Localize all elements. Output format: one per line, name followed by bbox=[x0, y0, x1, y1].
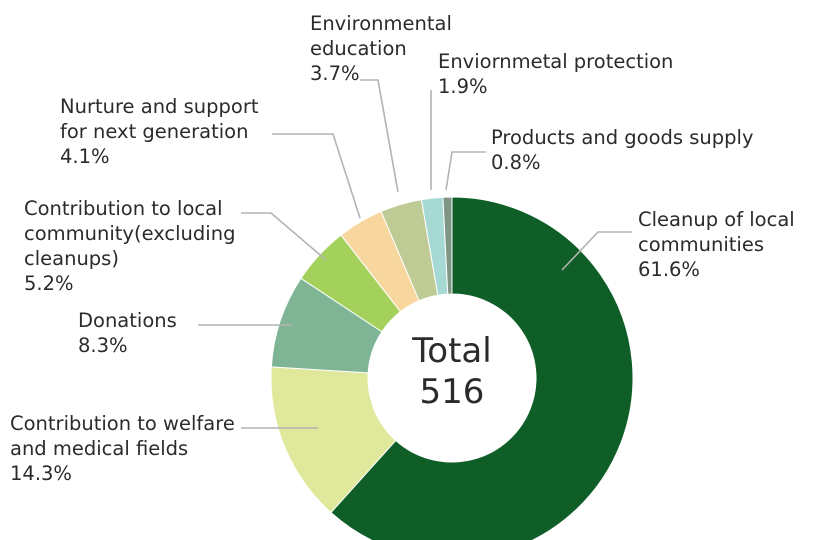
slice-percent-label: 4.1% bbox=[60, 145, 110, 168]
donut-slices bbox=[270, 196, 634, 540]
slice-percent-label: 14.3% bbox=[10, 462, 72, 485]
leader-line bbox=[272, 133, 361, 219]
pie-slice bbox=[442, 196, 453, 295]
slice-percent-label: 5.2% bbox=[24, 272, 74, 295]
slice-category-label: Environmental bbox=[310, 12, 452, 35]
slice-category-label: education bbox=[310, 37, 407, 60]
slice-percent-label: 8.3% bbox=[78, 334, 128, 357]
pie-slice bbox=[330, 196, 634, 540]
slice-category-label: communities bbox=[638, 233, 764, 256]
leader-line bbox=[241, 212, 327, 261]
slice-category-label: Contribution to local bbox=[24, 197, 223, 220]
slice-category-label: Nurture and support bbox=[60, 95, 259, 118]
center-total-value: 516 bbox=[420, 372, 485, 412]
slice-category-label: and medical fields bbox=[10, 437, 188, 460]
slice-category-label: Products and goods supply bbox=[491, 126, 754, 149]
slice-percent-label: 0.8% bbox=[491, 151, 541, 174]
leader-lines bbox=[198, 79, 632, 429]
slice-category-label: cleanups) bbox=[24, 247, 119, 270]
slice-category-label: for next generation bbox=[60, 120, 248, 143]
leader-line bbox=[360, 79, 399, 193]
leader-line bbox=[561, 231, 632, 271]
slice-category-label: Contribution to welfare bbox=[10, 412, 235, 435]
slice-percent-label: 3.7% bbox=[310, 62, 360, 85]
slice-category-label: community(excluding bbox=[24, 222, 235, 245]
slice-category-label: Donations bbox=[78, 309, 177, 332]
leader-line bbox=[445, 151, 486, 191]
center-total-label: Total bbox=[411, 331, 491, 371]
pie-slice bbox=[270, 366, 397, 514]
slice-category-label: Enviornmetal protection bbox=[438, 50, 673, 73]
slice-percent-label: 1.9% bbox=[438, 75, 488, 98]
slice-category-label: Cleanup of local bbox=[638, 208, 795, 231]
slice-percent-label: 61.6% bbox=[638, 258, 700, 281]
